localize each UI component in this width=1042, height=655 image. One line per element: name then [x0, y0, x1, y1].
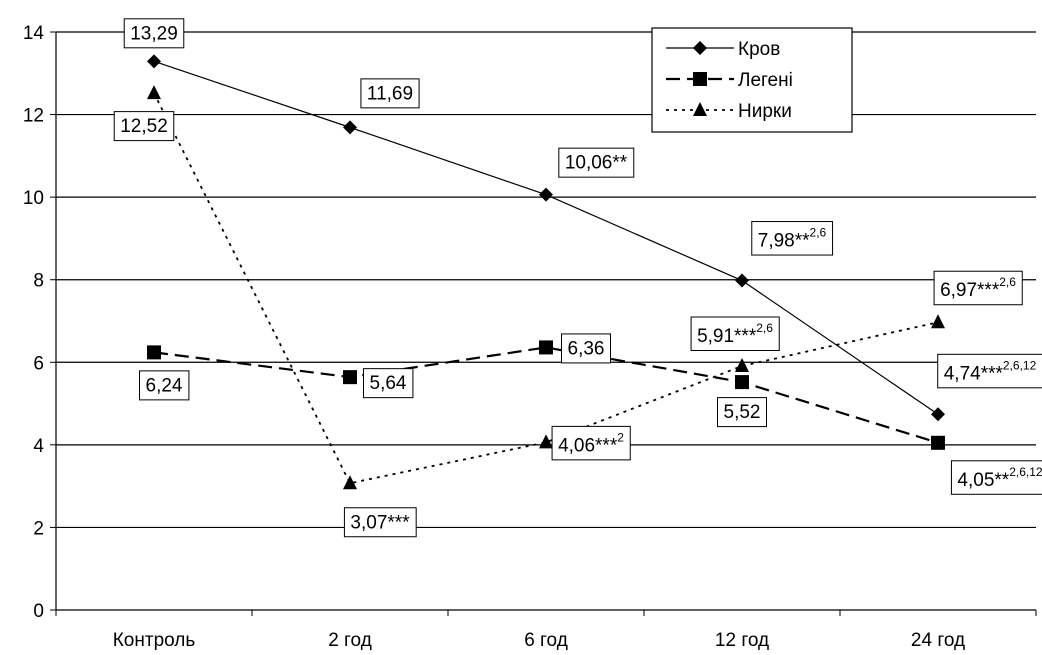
data-label-text: 4,06***2: [558, 430, 624, 456]
data-label-box: [950, 460, 1042, 495]
x-tick-label: 6 год: [524, 630, 568, 651]
data-point-kidneys: [539, 434, 553, 449]
legend-swatch-marker: [693, 72, 707, 86]
data-point-lungs: [147, 345, 161, 360]
y-tick-label: 10: [23, 188, 44, 209]
data-label-lungs: 6,24: [139, 370, 190, 401]
data-label-text: 11,69: [367, 83, 413, 104]
legend: Кров Легені Нирки: [651, 27, 853, 133]
y-tick-label: 4: [33, 436, 44, 457]
x-tick-label: 24 год: [911, 630, 965, 651]
data-label-box: [690, 316, 780, 352]
data-label-kidneys: 6,97***2,6: [933, 270, 1023, 306]
series-line-kidneys: [153, 92, 939, 485]
legend-swatch-marker: [693, 102, 707, 116]
axes: 0 2 4 6 8 10 12 14 Контроль 2 год 6 год 12 год 24 го…: [23, 23, 1037, 651]
data-label-box: [343, 507, 417, 538]
series-blood: [147, 54, 945, 422]
data-point-blood: [343, 120, 357, 135]
data-point-blood: [735, 273, 749, 288]
data-point-blood: [539, 187, 553, 202]
data-label-text: 7,98**2,6: [758, 226, 827, 252]
series-group: [147, 54, 945, 490]
data-point-kidneys: [147, 85, 161, 100]
y-tick-label: 0: [33, 601, 44, 622]
data-label-box: [360, 78, 420, 109]
data-label-box: [123, 18, 185, 49]
data-label-blood: 13,29: [123, 18, 185, 49]
x-tick-label: Контроль: [113, 630, 196, 651]
data-label-kidneys: 3,07***: [343, 507, 417, 538]
data-label-box: [937, 353, 1042, 389]
data-label-box: [751, 221, 834, 256]
data-label-text: 4,05**2,6,12: [957, 465, 1042, 491]
legend-item-lungs: Легені: [666, 70, 793, 91]
data-label-text: 4,74***2,6,12: [944, 358, 1037, 384]
legend-label: Кров: [738, 39, 780, 60]
legend-label: Нирки: [738, 101, 792, 122]
data-point-lungs: [343, 370, 357, 385]
data-label-box: [561, 333, 611, 364]
data-label-text: 5,64: [370, 373, 407, 394]
data-label-kidneys: 4,06***2: [551, 425, 631, 461]
data-label-text: 3,07***: [350, 512, 410, 533]
data-label-text: 5,91***2,6: [697, 321, 773, 347]
data-label-box: [933, 270, 1023, 306]
data-point-kidneys: [735, 358, 749, 373]
legend-item-kidneys: Нирки: [666, 101, 792, 122]
x-tick-label: 2 год: [328, 630, 372, 651]
data-label-kidneys: 5,91***2,6: [690, 316, 780, 352]
data-point-kidneys: [343, 475, 357, 490]
data-labels: 13,29 11,69 10,06** 7,98**2,6 4,74***2,6,12 6…: [113, 18, 1042, 538]
series-lungs: [147, 340, 945, 450]
data-label-text: 13,29: [130, 23, 178, 44]
legend-swatch-marker: [693, 41, 707, 55]
data-label-text: 5,52: [724, 402, 761, 423]
data-label-lungs: 4,05**2,6,12: [950, 460, 1042, 495]
data-label-box: [363, 368, 414, 399]
series-line-lungs: [153, 346, 939, 444]
y-tick-label: 12: [23, 106, 44, 127]
y-tick-label: 2: [33, 518, 44, 539]
data-label-blood: 7,98**2,6: [751, 221, 834, 256]
data-label-blood: 4,74***2,6,12: [937, 353, 1042, 389]
data-point-lungs: [735, 375, 749, 390]
data-label-box: [113, 111, 175, 142]
y-tick-label: 8: [33, 271, 44, 292]
series-kidneys: [147, 85, 945, 490]
data-label-text: 10,06**: [565, 152, 628, 173]
y-tick-label: 6: [33, 353, 44, 374]
data-label-text: 12,52: [120, 116, 168, 137]
data-point-blood: [931, 407, 945, 422]
data-label-box: [558, 147, 635, 178]
legend-item-blood: Кров: [666, 39, 780, 60]
data-label-box: [139, 370, 190, 401]
data-point-blood: [147, 54, 161, 69]
gridlines: [56, 31, 1036, 529]
data-label-blood: 11,69: [360, 78, 420, 109]
data-label-blood: 10,06**: [558, 147, 635, 178]
y-tick-label: 14: [23, 23, 45, 44]
data-label-lungs: 5,64: [363, 368, 414, 399]
data-point-lungs: [931, 435, 945, 450]
data-point-kidneys: [931, 314, 945, 329]
legend-box: [651, 27, 853, 133]
data-point-lungs: [539, 340, 553, 355]
data-label-kidneys: 12,52: [113, 111, 175, 142]
legend-label: Легені: [738, 70, 793, 91]
data-label-text: 6,36: [568, 338, 605, 359]
data-label-lungs: 6,36: [561, 333, 611, 364]
data-label-text: 6,97***2,6: [940, 275, 1016, 301]
data-label-box: [717, 397, 767, 428]
data-label-box: [551, 425, 631, 461]
x-tick-label: 12 год: [715, 630, 769, 651]
data-label-lungs: 5,52: [717, 397, 767, 428]
data-label-text: 6,24: [146, 375, 183, 396]
